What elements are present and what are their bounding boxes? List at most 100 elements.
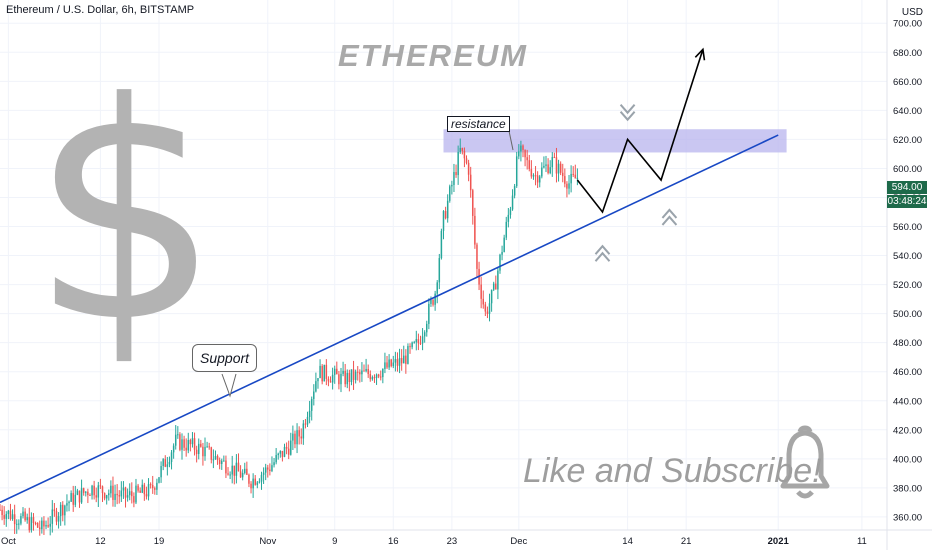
chart-title-overlay: ETHEREUM — [338, 38, 528, 73]
candle-body — [543, 165, 545, 168]
candle-body — [371, 377, 374, 380]
candle-body — [124, 487, 127, 498]
candle-body — [396, 359, 399, 366]
candle-body — [267, 467, 269, 470]
candle-body — [463, 150, 466, 159]
candle-body — [430, 299, 432, 304]
candle-body — [354, 371, 357, 380]
dollar-icon: $ — [30, 39, 221, 388]
candle-body — [428, 303, 430, 324]
candle-body — [225, 460, 227, 474]
candle-body — [285, 446, 288, 449]
candle-body — [310, 398, 313, 411]
candle-body — [162, 459, 164, 467]
candle-body — [170, 452, 173, 462]
candle-body — [490, 289, 493, 304]
candle-body — [306, 416, 309, 425]
candle-body — [202, 446, 204, 457]
candle-body — [24, 511, 26, 521]
candle-body — [156, 482, 158, 490]
like-subscribe-text: Like and Subscribe! — [523, 452, 822, 490]
candle-body — [273, 462, 275, 466]
candle-body — [290, 440, 292, 455]
candle-body — [440, 230, 443, 259]
y-tick-label: 520.00 — [893, 280, 922, 291]
candle-body — [200, 443, 202, 447]
y-tick-label: 460.00 — [893, 367, 922, 378]
x-tick-label: 2021 — [768, 536, 790, 547]
currency-label[interactable]: USD — [898, 6, 926, 19]
candle-body — [446, 200, 449, 219]
x-tick-label: Oct — [1, 536, 16, 547]
candle-body — [151, 485, 154, 489]
candle-body — [325, 364, 328, 379]
candle-body — [482, 298, 484, 305]
candle-body — [499, 254, 501, 271]
candle-body — [177, 434, 179, 436]
candle-body — [66, 503, 68, 506]
candle-body — [426, 323, 428, 333]
candle-body — [453, 172, 455, 185]
candle-body — [369, 374, 372, 380]
y-tick-label: 440.00 — [893, 396, 922, 407]
symbol-title: Ethereum / U.S. Dollar, 6h, BITSTAMP — [6, 4, 195, 16]
y-tick-label: 600.00 — [893, 164, 922, 175]
candle-body — [269, 469, 271, 472]
y-tick-label: 540.00 — [893, 251, 922, 262]
candle-body — [321, 365, 323, 382]
candle-body — [133, 496, 135, 503]
candle-body — [342, 370, 344, 374]
candle-body — [64, 505, 66, 516]
candle-body — [488, 303, 491, 314]
candle-body — [522, 145, 524, 150]
candle-body — [520, 145, 522, 152]
x-tick-label: 23 — [447, 536, 458, 547]
candle-body — [281, 450, 284, 457]
candle-body — [375, 374, 378, 378]
candle-body — [239, 471, 242, 478]
candle-body — [206, 446, 208, 448]
candle-body — [570, 173, 572, 184]
candle-body — [275, 455, 277, 463]
candle-body — [101, 486, 104, 494]
x-tick-label: 16 — [388, 536, 399, 547]
candle-body — [348, 372, 351, 382]
candle-body — [438, 258, 441, 283]
candle-body — [300, 436, 302, 439]
candle-body — [89, 495, 91, 497]
candle-body — [193, 438, 196, 450]
candle-body — [49, 523, 51, 527]
candle-body — [271, 465, 273, 472]
candle-body — [484, 304, 487, 312]
candle-body — [189, 439, 192, 445]
candle-body — [434, 293, 436, 305]
candle-body — [329, 381, 332, 383]
candle-body — [20, 516, 22, 524]
candle-body — [379, 376, 382, 378]
candle-body — [486, 311, 489, 314]
candle-body — [168, 461, 171, 465]
candle-body — [85, 491, 87, 493]
candle-body — [436, 282, 438, 294]
candle-body — [398, 358, 401, 366]
candle-body — [403, 355, 405, 364]
chevron-down-icon — [619, 111, 636, 122]
candle-body — [250, 483, 252, 489]
candle-body — [0, 509, 1, 511]
candle-body — [331, 374, 334, 383]
candle-body — [82, 488, 85, 493]
candle-body — [38, 527, 41, 530]
candle-body — [103, 493, 106, 499]
y-tick-label: 500.00 — [893, 309, 922, 320]
candle-body — [264, 467, 267, 473]
candle-body — [5, 514, 8, 519]
candle-body — [210, 447, 213, 460]
candle-body — [377, 374, 380, 377]
candle-body — [509, 209, 512, 215]
candle-body — [292, 433, 294, 441]
candle-body — [536, 175, 539, 183]
bell-clapper — [796, 490, 814, 499]
candle-body — [386, 362, 388, 368]
candle-body — [3, 515, 5, 519]
